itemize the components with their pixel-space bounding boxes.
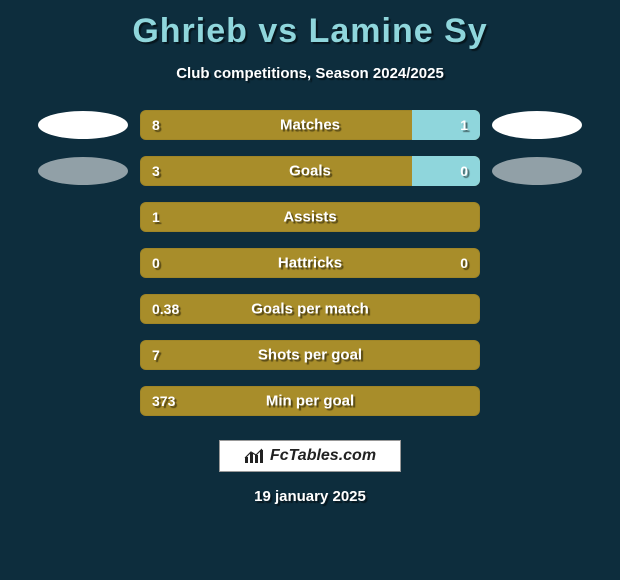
stat-bar: 7 Shots per goal (140, 340, 480, 370)
left-player-marker (38, 157, 128, 185)
stat-row: 7 Shots per goal (0, 340, 620, 370)
stat-left-value: 8 (152, 117, 160, 133)
stat-label: Shots per goal (258, 347, 362, 364)
stat-label: Min per goal (266, 393, 354, 410)
stat-bar: 373 Min per goal (140, 386, 480, 416)
right-player-marker (492, 157, 582, 185)
stat-rows: 8 Matches 1 3 Goals 0 1 Assists 0 Hattricks 0 0.38 G… (0, 110, 620, 416)
stat-bar: 8 Matches 1 (140, 110, 480, 140)
stat-row: 3 Goals 0 (0, 156, 620, 186)
stat-left-value: 3 (152, 163, 160, 179)
stat-row: 8 Matches 1 (0, 110, 620, 140)
stat-label: Goals per match (251, 301, 369, 318)
stat-label: Matches (280, 117, 340, 134)
stat-label: Assists (283, 209, 336, 226)
stat-bar-right-fill (412, 110, 480, 140)
stat-left-value: 373 (152, 393, 175, 409)
stat-right-value: 0 (460, 255, 468, 271)
left-player-marker (38, 111, 128, 139)
stat-bar: 1 Assists (140, 202, 480, 232)
right-player-marker (492, 111, 582, 139)
stat-right-value: 0 (460, 163, 468, 179)
stat-left-value: 1 (152, 209, 160, 225)
stat-left-value: 0 (152, 255, 160, 271)
stat-row: 0 Hattricks 0 (0, 248, 620, 278)
stat-row: 0.38 Goals per match (0, 294, 620, 324)
stat-bar: 0 Hattricks 0 (140, 248, 480, 278)
stat-left-value: 7 (152, 347, 160, 363)
brand-badge[interactable]: FcTables.com (219, 440, 401, 472)
comparison-subtitle: Club competitions, Season 2024/2025 (176, 65, 444, 82)
report-date: 19 january 2025 (254, 488, 366, 505)
chart-icon (244, 448, 264, 464)
stat-left-value: 0.38 (152, 301, 179, 317)
comparison-card: Ghrieb vs Lamine Sy Club competitions, S… (0, 0, 620, 580)
brand-text: FcTables.com (270, 447, 376, 465)
stat-label: Hattricks (278, 255, 342, 272)
stat-bar-right-fill (412, 156, 480, 186)
stat-bar: 3 Goals 0 (140, 156, 480, 186)
stat-row: 1 Assists (0, 202, 620, 232)
stat-bar: 0.38 Goals per match (140, 294, 480, 324)
comparison-title: Ghrieb vs Lamine Sy (132, 12, 487, 51)
stat-label: Goals (289, 163, 331, 180)
stat-row: 373 Min per goal (0, 386, 620, 416)
stat-right-value: 1 (460, 117, 468, 133)
